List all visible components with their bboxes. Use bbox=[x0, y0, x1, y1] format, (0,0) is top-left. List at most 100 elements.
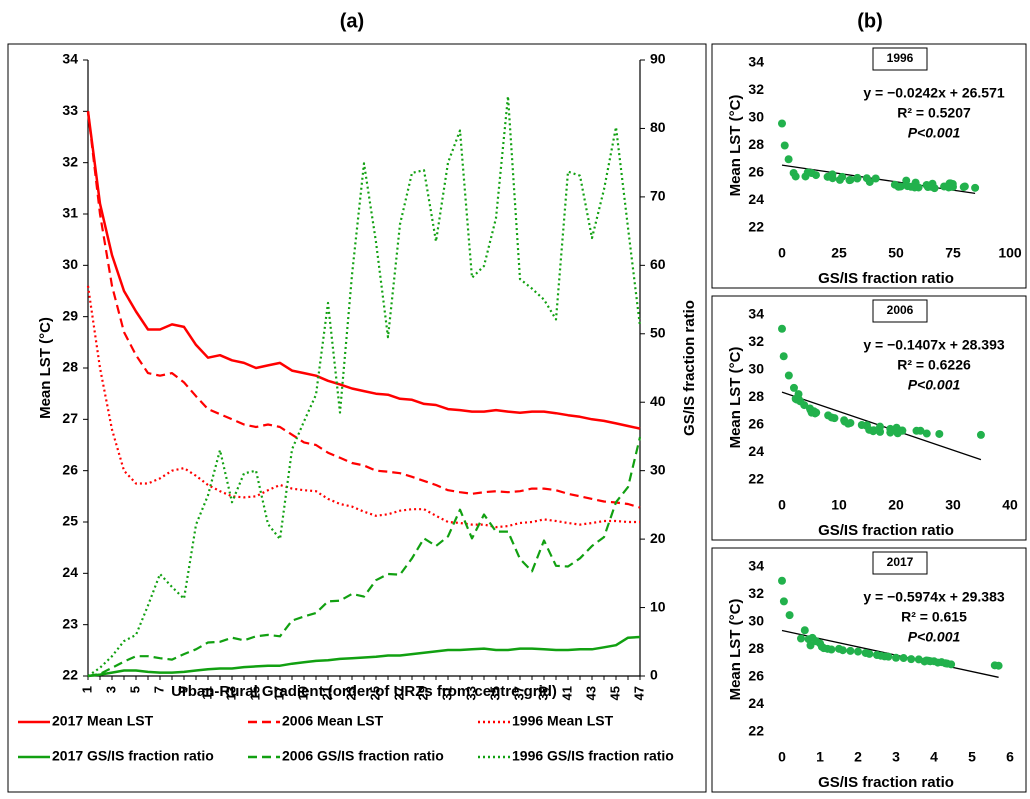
scatter-x-tick-label: 10 bbox=[831, 497, 847, 513]
legend-label: 1996 Mean LST bbox=[512, 713, 614, 729]
scatter-point bbox=[835, 175, 844, 184]
scatter-point bbox=[846, 646, 855, 655]
legend-label: 2006 GS/IS fraction ratio bbox=[282, 748, 444, 764]
panel-a-y-tick-label: 22 bbox=[62, 667, 78, 683]
regression-equation: y = −0.5974x + 29.383 bbox=[863, 589, 1005, 605]
scatter-y-tick-label: 32 bbox=[748, 333, 764, 349]
scatter-y-tick-label: 34 bbox=[748, 558, 764, 574]
scatter-title: 2006 bbox=[887, 303, 914, 317]
scatter-point bbox=[823, 172, 832, 181]
scatter-point bbox=[778, 576, 786, 585]
scatter-point bbox=[827, 645, 836, 654]
scatter-title: 1996 bbox=[887, 51, 914, 65]
panel-a-y-tick-label: 34 bbox=[62, 51, 78, 67]
series-line-2017-gs-is-fraction-ratio bbox=[87, 635, 641, 678]
scatter-point bbox=[785, 611, 794, 620]
scatter-panel-frame bbox=[711, 547, 1027, 793]
scatter-y-tick-label: 22 bbox=[748, 723, 764, 739]
panel-a-y2-tick-label: 20 bbox=[650, 530, 666, 546]
scatter-x-tick-label: 75 bbox=[945, 245, 961, 261]
panel-a-y2-tick-label: 80 bbox=[650, 119, 666, 135]
panel-a-y2-tick-label: 90 bbox=[650, 51, 666, 67]
r-squared: R² = 0.5207 bbox=[897, 105, 971, 121]
scatter-point bbox=[899, 654, 908, 663]
scatter-point bbox=[865, 177, 874, 186]
panel-a-y-tick-label: 26 bbox=[62, 461, 78, 477]
scatter-point bbox=[797, 634, 805, 643]
panel-a-y-axis-label: Mean LST (°C) bbox=[37, 317, 54, 419]
scatter-point bbox=[778, 324, 786, 333]
scatter-y-tick-label: 34 bbox=[748, 54, 764, 70]
scatter-point bbox=[800, 626, 809, 635]
series-line-2017-mean-lst bbox=[86, 111, 641, 430]
scatter-title: 2017 bbox=[887, 555, 914, 569]
scatter-x-tick-label: 0 bbox=[778, 497, 786, 513]
scatter-point bbox=[922, 429, 931, 438]
scatter-point bbox=[811, 409, 820, 418]
p-value: P<0.001 bbox=[908, 377, 961, 393]
scatter-point bbox=[779, 352, 788, 361]
panel-a-x-tick-label: 39 bbox=[535, 686, 550, 700]
scatter-point bbox=[935, 429, 944, 438]
p-value: P<0.001 bbox=[908, 125, 961, 141]
scatter-x-tick-label: 25 bbox=[831, 245, 847, 261]
panel-a-y2-tick-label: 0 bbox=[650, 667, 658, 683]
r-squared: R² = 0.615 bbox=[901, 609, 967, 625]
panel-a-x-tick-label: 1 bbox=[79, 686, 94, 693]
panel-a-x-tick-label: 11 bbox=[199, 686, 214, 700]
panel-a-y2-axis-label: GS/IS fraction ratio bbox=[681, 300, 698, 436]
scatter-y-axis-label: Mean LST (°C) bbox=[727, 599, 744, 701]
scatter-point bbox=[869, 427, 878, 436]
panel-a-x-tick-label: 41 bbox=[559, 686, 574, 700]
scatter-point bbox=[791, 172, 800, 181]
scatter-x-tick-label: 20 bbox=[888, 497, 904, 513]
scatter-point bbox=[893, 429, 902, 438]
panel-a-y-tick-label: 33 bbox=[62, 102, 78, 118]
panel-a-x-tick-label: 45 bbox=[607, 686, 622, 700]
panel-a-y2-tick-label: 40 bbox=[650, 393, 666, 409]
panel-a-x-tick-label: 17 bbox=[271, 686, 286, 700]
scatter-point bbox=[803, 168, 812, 177]
panel-a-x-tick-label: 5 bbox=[127, 686, 142, 693]
scatter-point bbox=[884, 652, 893, 661]
panel-a-frame bbox=[7, 43, 707, 793]
scatter-point bbox=[903, 182, 912, 191]
panel-a-x-tick-label: 23 bbox=[343, 686, 358, 700]
panel-a-x-tick-label: 21 bbox=[319, 686, 334, 700]
panel-a-x-axis-label: Urban-Rural Gradient (order of URZs from… bbox=[171, 683, 557, 700]
panel-a-x-tick-label: 25 bbox=[367, 686, 382, 700]
scatter-point bbox=[806, 641, 815, 650]
series-line-1996-gs-is-fraction-ratio bbox=[87, 95, 642, 677]
scatter-point bbox=[886, 428, 895, 437]
panel-a-x-tick-label: 3 bbox=[103, 686, 118, 693]
panel-a-label: (a) bbox=[340, 10, 364, 32]
panel-a-y2-tick-label: 50 bbox=[650, 324, 666, 340]
scatter-y-axis-label: Mean LST (°C) bbox=[727, 95, 744, 197]
legend-label: 1996 GS/IS fraction ratio bbox=[512, 748, 674, 764]
panel-a-y-tick-label: 32 bbox=[62, 153, 78, 169]
scatter-x-tick-label: 2 bbox=[854, 749, 862, 765]
year-box bbox=[872, 47, 928, 71]
scatter-point bbox=[853, 173, 862, 182]
scatter-panel-frame bbox=[711, 295, 1027, 541]
scatter-point bbox=[933, 658, 942, 667]
panel-a-y-tick-label: 24 bbox=[62, 564, 78, 580]
scatter-x-tick-label: 4 bbox=[930, 749, 938, 765]
scatter-x-axis-label: GS/IS fraction ratio bbox=[818, 522, 954, 539]
panel-a-x-tick-label: 43 bbox=[583, 686, 598, 700]
scatter-y-tick-label: 24 bbox=[748, 191, 764, 207]
panel-a-y-tick-label: 23 bbox=[62, 615, 78, 631]
panel-a-x-tick-label: 9 bbox=[175, 686, 190, 693]
scatter-point bbox=[927, 182, 936, 191]
scatter-point bbox=[892, 653, 900, 662]
panel-a-y-tick-label: 28 bbox=[62, 359, 78, 375]
scatter-y-tick-label: 28 bbox=[748, 136, 764, 152]
panel-a-y2-tick-label: 30 bbox=[650, 461, 666, 477]
series-line-2006-gs-is-fraction-ratio bbox=[87, 436, 642, 678]
scatter-y-tick-label: 22 bbox=[748, 471, 764, 487]
scatter-point bbox=[926, 657, 935, 666]
scatter-point bbox=[846, 175, 855, 184]
scatter-y-tick-label: 32 bbox=[748, 81, 764, 97]
scatter-point bbox=[779, 597, 788, 606]
